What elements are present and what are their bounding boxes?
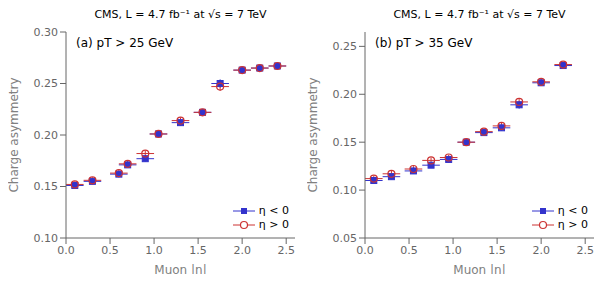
svg-text:1.0: 1.0: [145, 244, 163, 257]
html-text:η < 0: η < 0: [258, 204, 289, 217]
svg-text:0.0: 0.0: [356, 244, 374, 257]
svg-text:0.20: 0.20: [333, 88, 358, 101]
svg-text:0.0: 0.0: [57, 244, 75, 257]
html-text:η > 0: η > 0: [557, 218, 588, 231]
svg-text:0.25: 0.25: [333, 40, 358, 53]
svg-text:2.5: 2.5: [576, 244, 594, 257]
svg-text:0.10: 0.10: [333, 184, 358, 197]
svg-text:Charge asymmetry: Charge asymmetry: [8, 77, 21, 192]
svg-text:Muon |η|: Muon |η|: [154, 263, 206, 274]
svg-text:2.0: 2.0: [233, 244, 251, 257]
svg-text:1.0: 1.0: [444, 244, 462, 257]
svg-text:2.0: 2.0: [532, 244, 550, 257]
svg-text:1.5: 1.5: [488, 244, 506, 257]
svg-text:0.15: 0.15: [333, 136, 358, 149]
svg-text:0.20: 0.20: [34, 129, 59, 142]
html-text:CMS, L = 4.7 fb⁻¹ at √s = 7 Te: CMS, L = 4.7 fb⁻¹ at √s = 7 TeV: [393, 8, 566, 21]
svg-text:2.5: 2.5: [277, 244, 295, 257]
svg-text:1.5: 1.5: [189, 244, 207, 257]
html-text:CMS, L = 4.7 fb⁻¹ at √s = 7 Te: CMS, L = 4.7 fb⁻¹ at √s = 7 TeV: [94, 8, 267, 21]
html-text:(a) pT > 25 GeV: (a) pT > 25 GeV: [76, 36, 174, 50]
html-text:η > 0: η > 0: [258, 218, 289, 231]
svg-text:0.5: 0.5: [400, 244, 418, 257]
html-text:(b) pT > 35 GeV: (b) pT > 35 GeV: [375, 36, 473, 50]
svg-text:0.10: 0.10: [34, 232, 59, 245]
svg-text:0.05: 0.05: [333, 232, 358, 245]
svg-text:0.5: 0.5: [101, 244, 119, 257]
svg-text:Charge asymmetry: Charge asymmetry: [307, 77, 320, 192]
svg-text:0.15: 0.15: [34, 180, 59, 193]
svg-text:0.30: 0.30: [34, 26, 59, 39]
html-text:η < 0: η < 0: [557, 204, 588, 217]
svg-text:Muon |η|: Muon |η|: [453, 263, 505, 274]
svg-text:0.25: 0.25: [34, 77, 59, 90]
